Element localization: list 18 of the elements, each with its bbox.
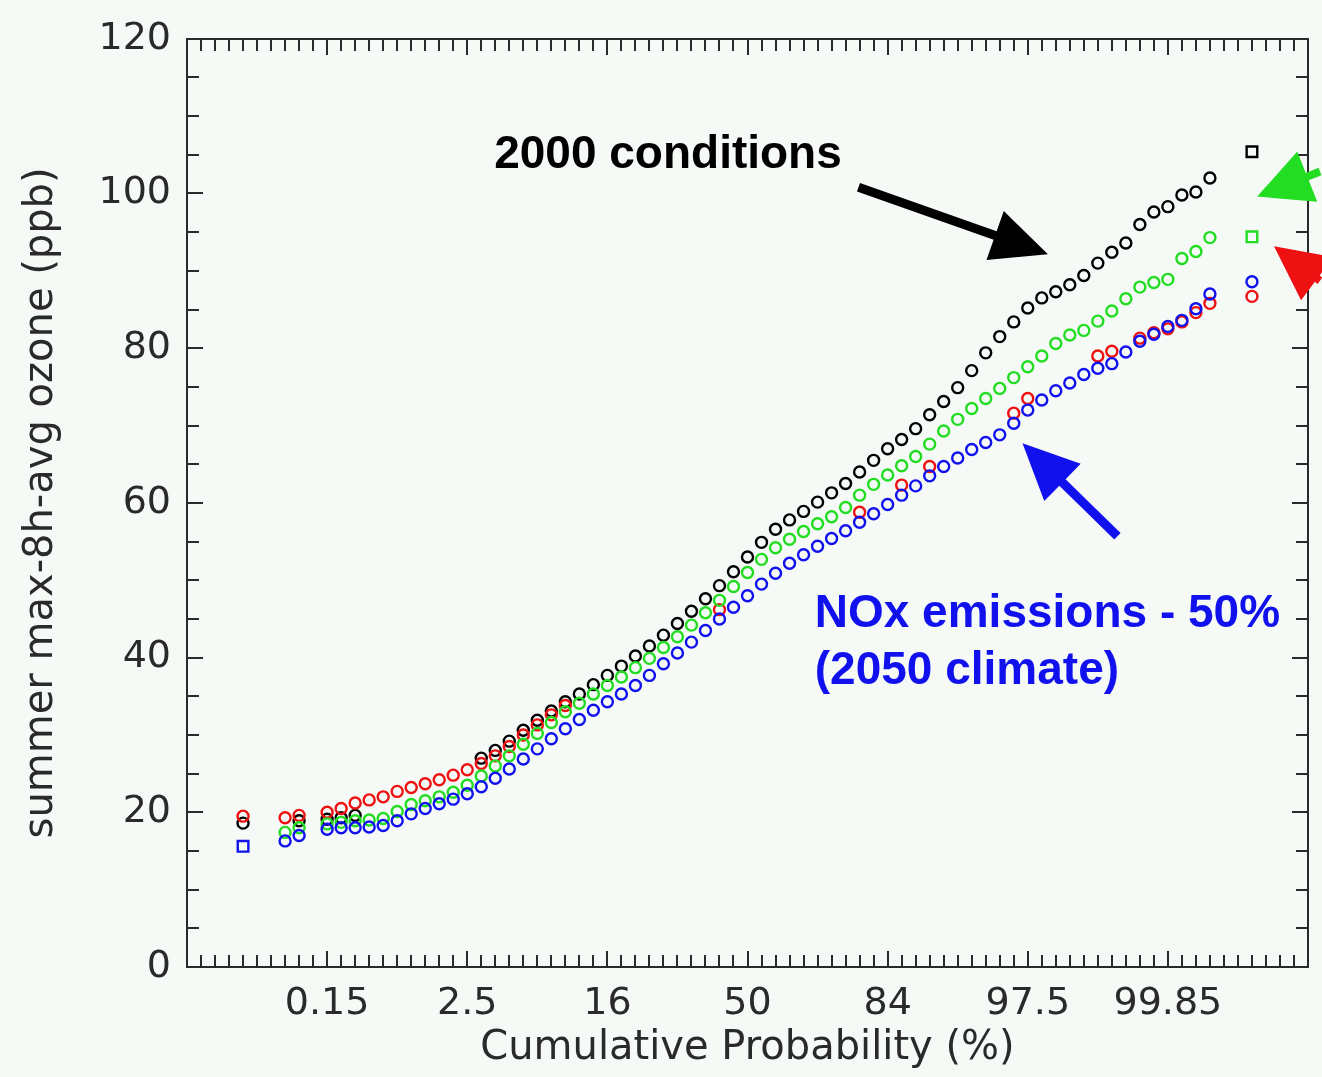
- y-axis-title: summer max-8h-avg ozone (ppb): [15, 167, 62, 839]
- y-tick-label: 60: [122, 477, 171, 522]
- x-tick-label: 99.85: [1113, 978, 1223, 1023]
- text: 2000 conditions: [494, 125, 842, 178]
- series-label: NOx emissions - 50% (2050 climate): [814, 584, 1281, 694]
- x-tick-label: 97.5: [985, 978, 1071, 1023]
- y-tick-label: 20: [122, 787, 171, 832]
- y-tick-label: 100: [98, 168, 171, 213]
- y-tick-label: 0: [146, 941, 171, 986]
- x-tick-label: 16: [583, 978, 632, 1023]
- x-axis-title: Cumulative Probability (%): [480, 1022, 1015, 1069]
- x-tick-label: 84: [863, 978, 912, 1023]
- x-tick-label: 50: [723, 978, 772, 1023]
- x-tick-label: 0.15: [284, 978, 370, 1023]
- y-tick-label: 40: [122, 632, 171, 677]
- y-tick-label: 120: [98, 13, 171, 58]
- x-tick-label: 2.5: [437, 978, 498, 1023]
- y-tick-label: 80: [122, 323, 171, 368]
